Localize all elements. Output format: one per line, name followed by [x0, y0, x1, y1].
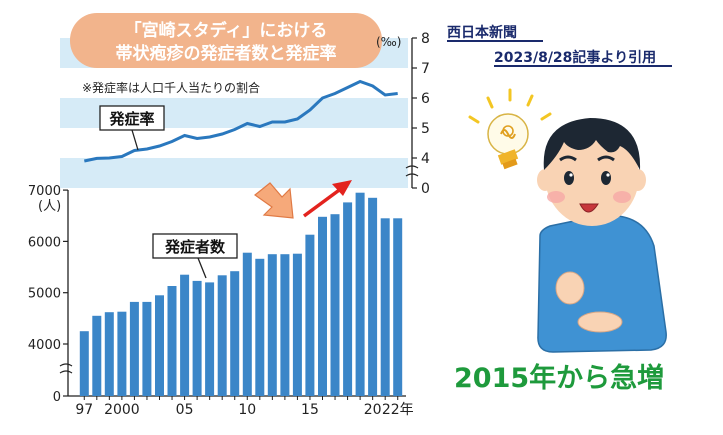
bar — [292, 253, 302, 396]
x-axis-tick-label: 15 — [301, 402, 319, 418]
bar — [368, 197, 378, 396]
bar — [330, 214, 340, 396]
chart-title-bubble: 「宮崎スタディ」における 帯状疱疹の発症者数と発症率 — [70, 13, 382, 68]
rate-axis-break — [405, 165, 419, 177]
bar — [217, 275, 227, 396]
source-publisher: 西日本新聞 — [447, 25, 517, 41]
rate-axis-tick-label: 6 — [421, 91, 430, 107]
rate-axis-tick-label: 4 — [421, 151, 430, 167]
bar — [142, 301, 152, 396]
bar — [79, 331, 89, 396]
rate-axis-tick-label: 0 — [421, 181, 430, 197]
count-axis-unit: (人) — [38, 199, 61, 214]
bar — [380, 218, 390, 396]
count-axis-tick-label: 7000 — [28, 184, 61, 199]
bar — [280, 254, 290, 396]
chart-title-line2: 帯状疱疹の発症者数と発症率 — [116, 43, 337, 64]
source-note: 2023/8/28記事より引用 — [494, 50, 657, 66]
bar-series — [79, 192, 403, 396]
x-axis-ticks: 97 2000 05 10 15 20 22年 — [75, 396, 414, 418]
x-axis-tick-label: 10 — [238, 402, 256, 418]
source-note-underline — [494, 65, 672, 67]
bar — [318, 216, 327, 396]
rate-series-label: 発症率 — [99, 105, 165, 151]
bar — [267, 254, 277, 396]
bar — [117, 311, 127, 396]
count-axis-tick-label: 0 — [53, 390, 61, 405]
x-axis-tick-label: 2000 — [104, 402, 140, 418]
bar — [242, 252, 252, 396]
chart-title-line1: 「宮崎スタディ」における — [125, 20, 328, 41]
bar — [129, 301, 139, 396]
count-axis-tick-label: 4000 — [28, 338, 61, 353]
x-axis-tick-label: 05 — [176, 402, 194, 418]
count-series-label: 発症者数 — [152, 233, 238, 279]
man-with-lightbulb-idea-icon — [468, 88, 667, 353]
rate-axis-tick-label: 8 — [421, 31, 430, 47]
background-band — [60, 158, 408, 188]
bar — [180, 274, 190, 396]
count-series-label-text: 発症者数 — [164, 238, 226, 256]
rate-axis: 0 4 5 6 7 8 (‰) — [376, 31, 430, 197]
bar — [305, 234, 315, 396]
source-publisher-underline — [447, 40, 543, 42]
bar — [92, 315, 102, 396]
rate-axis-tick-label: 7 — [421, 61, 430, 77]
rate-axis-tick-label: 5 — [421, 121, 430, 137]
bar — [355, 192, 365, 396]
x-axis-tick-label: 22年 — [382, 402, 414, 418]
rate-note: ※発症率は人口千人当たりの割合 — [82, 80, 260, 95]
bar — [230, 271, 240, 396]
bar — [255, 258, 265, 396]
orange-arrow — [254, 182, 294, 219]
count-axis-tick-label: 6000 — [28, 235, 61, 250]
bar — [393, 218, 403, 396]
rate-line-series — [83, 79, 398, 163]
bar — [205, 282, 215, 396]
count-axis-tick-label: 5000 — [28, 287, 61, 302]
headline-text: 2015年から急増 — [454, 363, 665, 394]
x-axis-tick-label: 20 — [364, 402, 382, 418]
bar — [343, 202, 353, 396]
red-arrow — [302, 180, 352, 218]
rate-series-label-text: 発症率 — [108, 110, 154, 128]
x-axis-tick-label: 97 — [75, 402, 93, 418]
bar — [192, 280, 202, 396]
bar — [104, 312, 114, 396]
bar — [167, 286, 177, 396]
count-axis-break — [59, 363, 73, 374]
rate-axis-unit: (‰) — [376, 35, 401, 49]
bar — [155, 295, 164, 396]
